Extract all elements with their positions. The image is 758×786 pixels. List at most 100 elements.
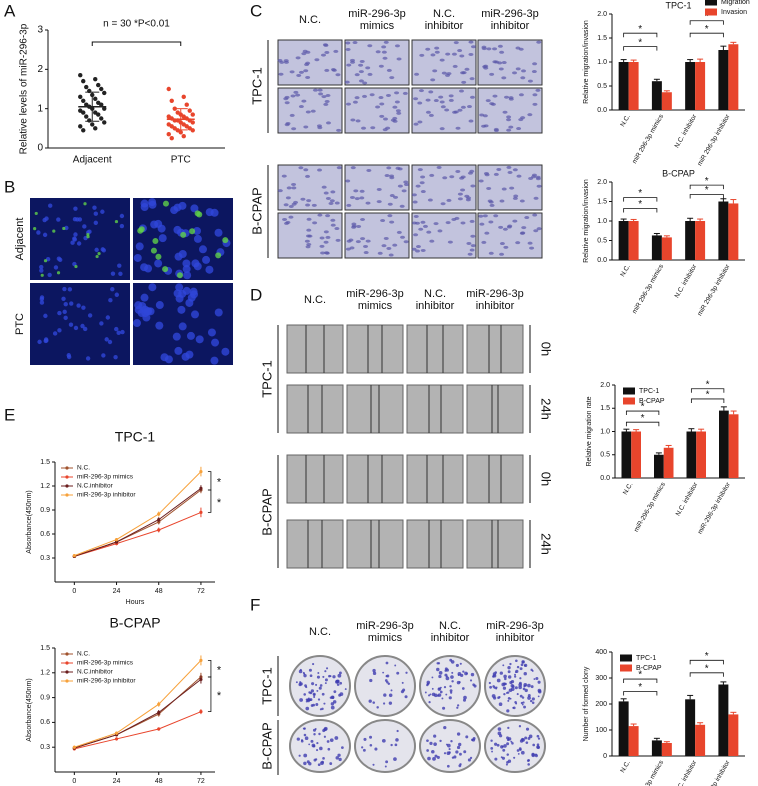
cell	[283, 203, 289, 207]
y-tick-label: 1.5	[597, 198, 607, 205]
cell	[366, 168, 372, 172]
transwell-image	[477, 39, 543, 86]
sig-label: *	[217, 665, 222, 677]
colony	[431, 676, 434, 679]
colony	[457, 672, 462, 676]
sig-label: *	[638, 682, 642, 693]
colony	[332, 675, 336, 679]
legend-swatch	[623, 397, 635, 405]
cell	[356, 224, 362, 228]
series-line	[74, 489, 202, 557]
cell	[428, 90, 434, 94]
colony	[327, 747, 331, 751]
cell	[499, 199, 505, 203]
cell	[464, 67, 470, 71]
cell	[324, 68, 330, 72]
colony	[458, 742, 462, 747]
cell	[451, 217, 457, 221]
column-header: N.C.	[299, 14, 321, 26]
x-tick-label: miR 296-3p mimics	[631, 113, 665, 165]
colony	[445, 693, 448, 696]
colony	[534, 753, 538, 756]
cell	[527, 113, 533, 117]
cell	[426, 230, 432, 234]
cell	[289, 70, 295, 74]
colony	[502, 664, 505, 667]
colony	[494, 742, 498, 746]
cell	[512, 71, 518, 75]
cell	[306, 199, 312, 203]
colony	[516, 693, 519, 696]
cell	[305, 110, 311, 114]
colony	[341, 746, 344, 750]
colony	[449, 658, 453, 662]
nucleus	[173, 225, 182, 234]
colony	[521, 696, 525, 699]
colony	[496, 743, 500, 747]
chart-title: B-CPAP	[662, 168, 695, 178]
nucleus	[193, 234, 202, 243]
cell	[418, 227, 424, 231]
row-label: B-CPAP	[259, 488, 274, 535]
colony	[456, 704, 460, 707]
bar	[618, 62, 629, 110]
cell	[519, 199, 525, 203]
bar	[621, 431, 632, 478]
colony	[308, 668, 312, 672]
colony	[443, 725, 447, 730]
nucleus	[39, 268, 44, 273]
sig-label: *	[217, 477, 222, 489]
nucleus	[87, 229, 92, 234]
colony	[303, 693, 306, 696]
transwell-image	[344, 39, 410, 86]
cell	[479, 222, 485, 226]
stain	[74, 264, 78, 269]
panel-letter: C	[250, 1, 262, 20]
colony	[537, 680, 541, 684]
cell	[451, 52, 457, 56]
series-line	[74, 511, 202, 557]
bar	[685, 62, 696, 110]
legend-label: miR-296-3p mimics	[77, 660, 134, 667]
cell	[439, 58, 445, 62]
colony	[497, 727, 502, 731]
cell	[303, 69, 309, 73]
cell	[496, 167, 502, 171]
chart-title: B-CPAP	[109, 615, 160, 631]
colony	[531, 669, 534, 672]
column-header: inhibitor	[425, 20, 464, 32]
colony	[317, 672, 320, 675]
colony	[533, 678, 536, 680]
cell	[535, 175, 541, 179]
cell	[528, 176, 534, 180]
cell	[345, 179, 351, 183]
x-tick-label: 24	[113, 778, 121, 785]
cell	[312, 221, 318, 225]
colony	[513, 756, 516, 759]
colony	[448, 696, 452, 700]
cell	[349, 195, 355, 199]
nucleus	[57, 310, 62, 316]
sig-bracket	[623, 208, 658, 213]
data-point	[102, 90, 107, 96]
cell	[346, 203, 352, 207]
colony	[536, 743, 540, 746]
x-tick-label: N.C. inhibitor	[675, 481, 700, 518]
panel-letter: F	[250, 595, 260, 614]
nucleus	[205, 208, 214, 217]
colony	[303, 733, 307, 737]
colony	[311, 743, 316, 748]
colony	[313, 693, 316, 696]
cell	[387, 202, 393, 206]
cell	[345, 102, 351, 106]
cell	[412, 200, 418, 204]
data-point	[96, 112, 101, 117]
cell	[521, 69, 527, 73]
nucleus	[110, 271, 116, 276]
cell	[413, 97, 419, 101]
nucleus	[37, 339, 42, 345]
colony	[523, 705, 526, 709]
cell	[413, 233, 419, 237]
sig-label: *	[217, 690, 222, 702]
sig-label: *	[638, 37, 642, 48]
